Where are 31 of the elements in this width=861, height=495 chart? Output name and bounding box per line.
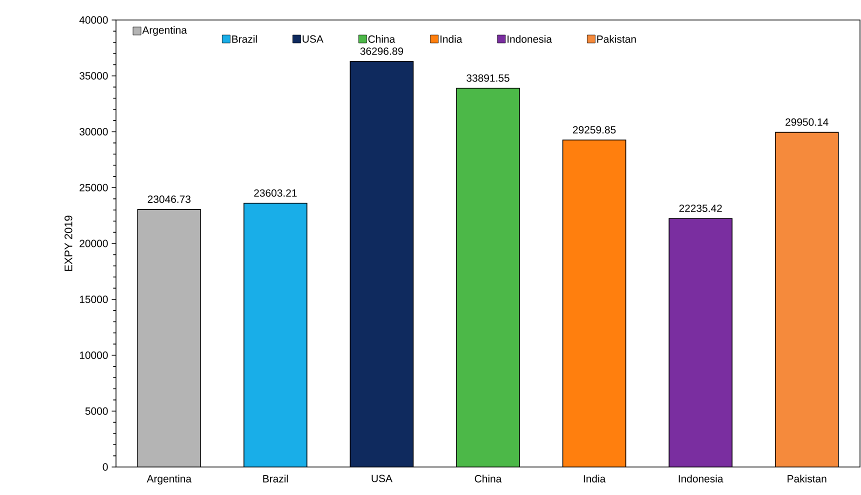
x-tick-label: Brazil	[263, 474, 288, 482]
data-label: 23046.73	[148, 196, 190, 203]
data-label: 33891.55	[466, 74, 510, 82]
data-label: 36296.89	[360, 47, 404, 55]
legend-label: Indonesia	[508, 35, 552, 43]
x-tick-label: China	[474, 474, 502, 482]
y-axis-title: EXPY 2019	[64, 216, 72, 271]
x-tick-label: Argentina	[146, 474, 192, 485]
legend-label: Pakistan	[597, 35, 636, 43]
y-tick-label: 30000	[80, 128, 108, 136]
y-tick-label: 25000	[80, 184, 108, 192]
y-tick-label: 10000	[80, 352, 108, 359]
x-tick-label: India	[584, 474, 606, 482]
legend-label: India	[440, 35, 462, 43]
data-label: 23603.21	[254, 189, 297, 197]
legend-label: China	[368, 35, 396, 43]
data-label: 29950.14	[786, 118, 828, 126]
data-label: 22235.42	[679, 204, 722, 212]
legend-label: USA	[302, 35, 324, 43]
legend-label: Brazil	[232, 35, 257, 43]
y-tick-label: 20000	[80, 240, 108, 248]
x-tick-label: USA	[372, 474, 392, 482]
legend-label: Argentina	[142, 26, 187, 36]
y-tick-label: 15000	[80, 296, 108, 304]
y-tick-label: 5000	[85, 407, 108, 415]
x-tick-label: Indonesia	[678, 474, 724, 482]
y-tick-label: 40000	[79, 16, 108, 24]
x-tick-label: Pakistan	[788, 474, 826, 482]
y-tick-label: 0	[102, 463, 108, 471]
y-tick-label: 35000	[80, 72, 108, 80]
data-label: 29259.85	[573, 126, 616, 134]
